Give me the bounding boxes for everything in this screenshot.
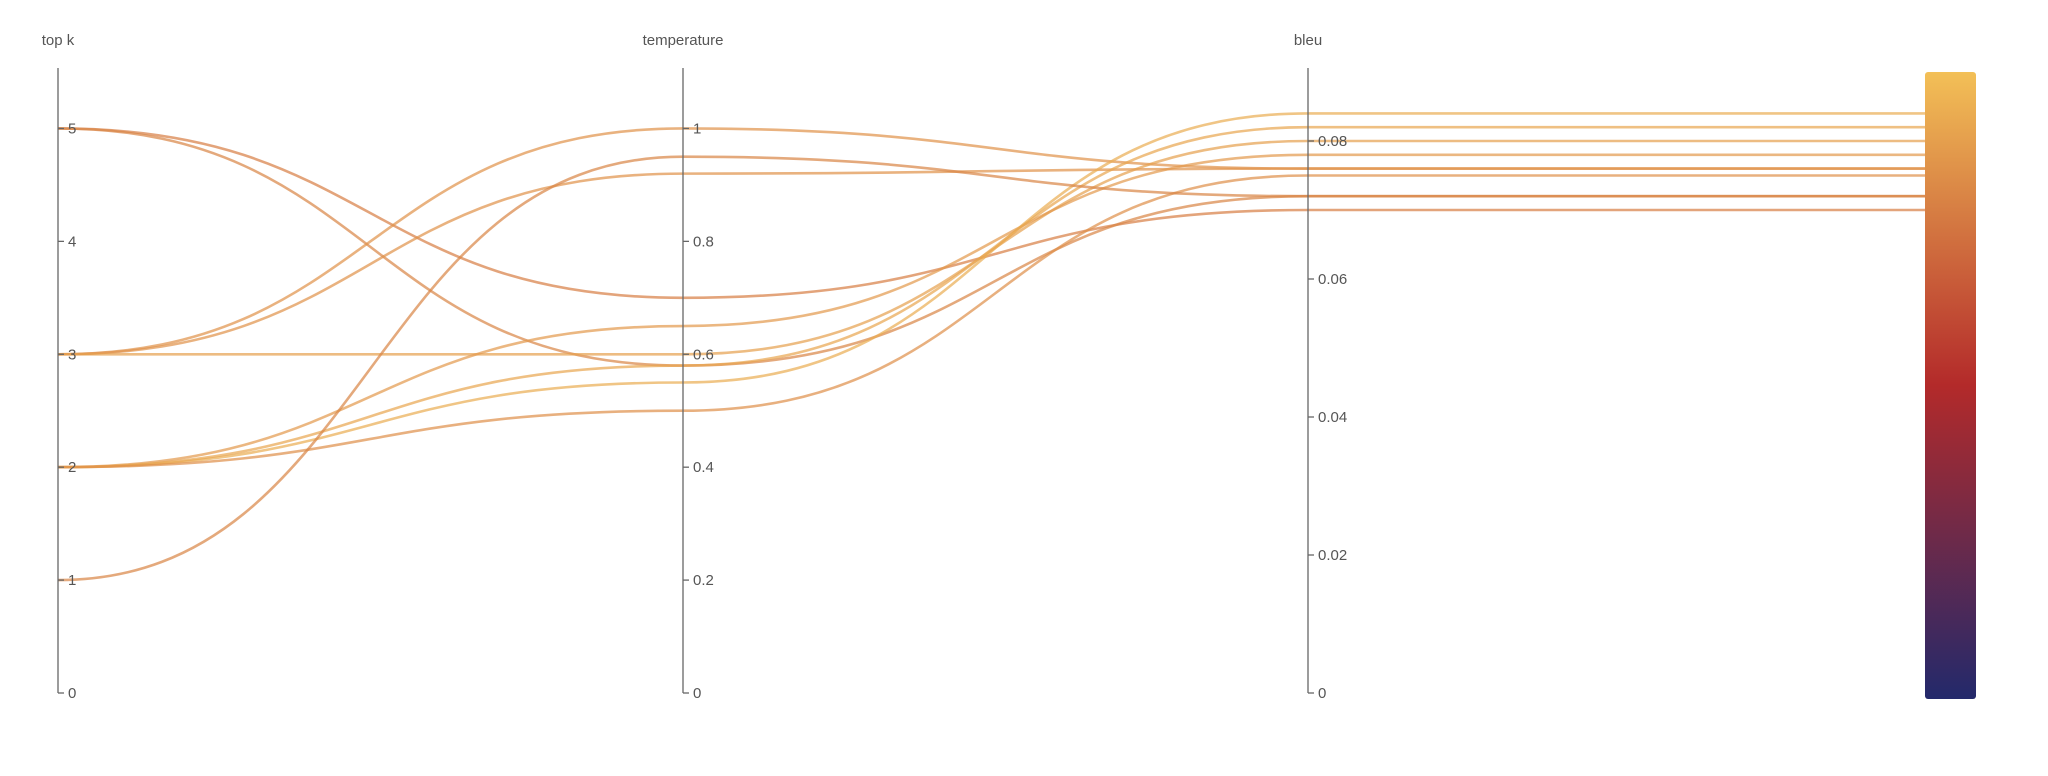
tick-label: 0.4 [693,459,714,476]
tick-label: 1 [68,572,76,589]
data-line-2 [57,127,1925,367]
tick-label: 2 [68,459,76,476]
tick-label: 0.08 [1318,133,1347,150]
tick-label: 1 [693,120,701,137]
colorbar [1925,72,1976,699]
tick-label: 4 [68,233,76,250]
tick-label: 0.8 [693,233,714,250]
axis-title-temperature: temperature [643,32,724,49]
axis-title-top_k: top k [42,32,75,49]
tick-label: 0 [693,685,701,702]
data-line-7 [57,112,1925,469]
tick-label: 0.2 [693,572,714,589]
tick-label: 0.02 [1318,547,1347,564]
data-line-1 [57,127,1925,300]
data-line-10 [57,155,1925,582]
axis-bleu: bleu 0 0.02 0.04 0.06 0.08 [1294,32,1347,702]
tick-label: 3 [68,346,76,363]
tick-label: 0.04 [1318,409,1347,426]
tick-label: 0 [68,685,76,702]
axis-temperature: temperature 0 0.2 0.4 0.6 0.8 1 [643,32,724,702]
tick-label: 0.6 [693,346,714,363]
data-line-6 [57,153,1925,469]
tick-label: 5 [68,120,76,137]
tick-label: 0.06 [1318,271,1347,288]
data-line-8 [57,125,1925,469]
data-line-5 [57,139,1925,356]
axis-title-bleu: bleu [1294,32,1322,49]
axis-top_k: top k 0 1 2 3 4 5 [42,32,77,702]
axes: top k 0 1 2 3 4 5 temperature 0 0.2 0.4 0.6 0.8 1 bleu… [42,32,1347,702]
data-lines [57,112,1925,582]
data-line-9 [57,174,1925,469]
tick-label: 0 [1318,685,1326,702]
